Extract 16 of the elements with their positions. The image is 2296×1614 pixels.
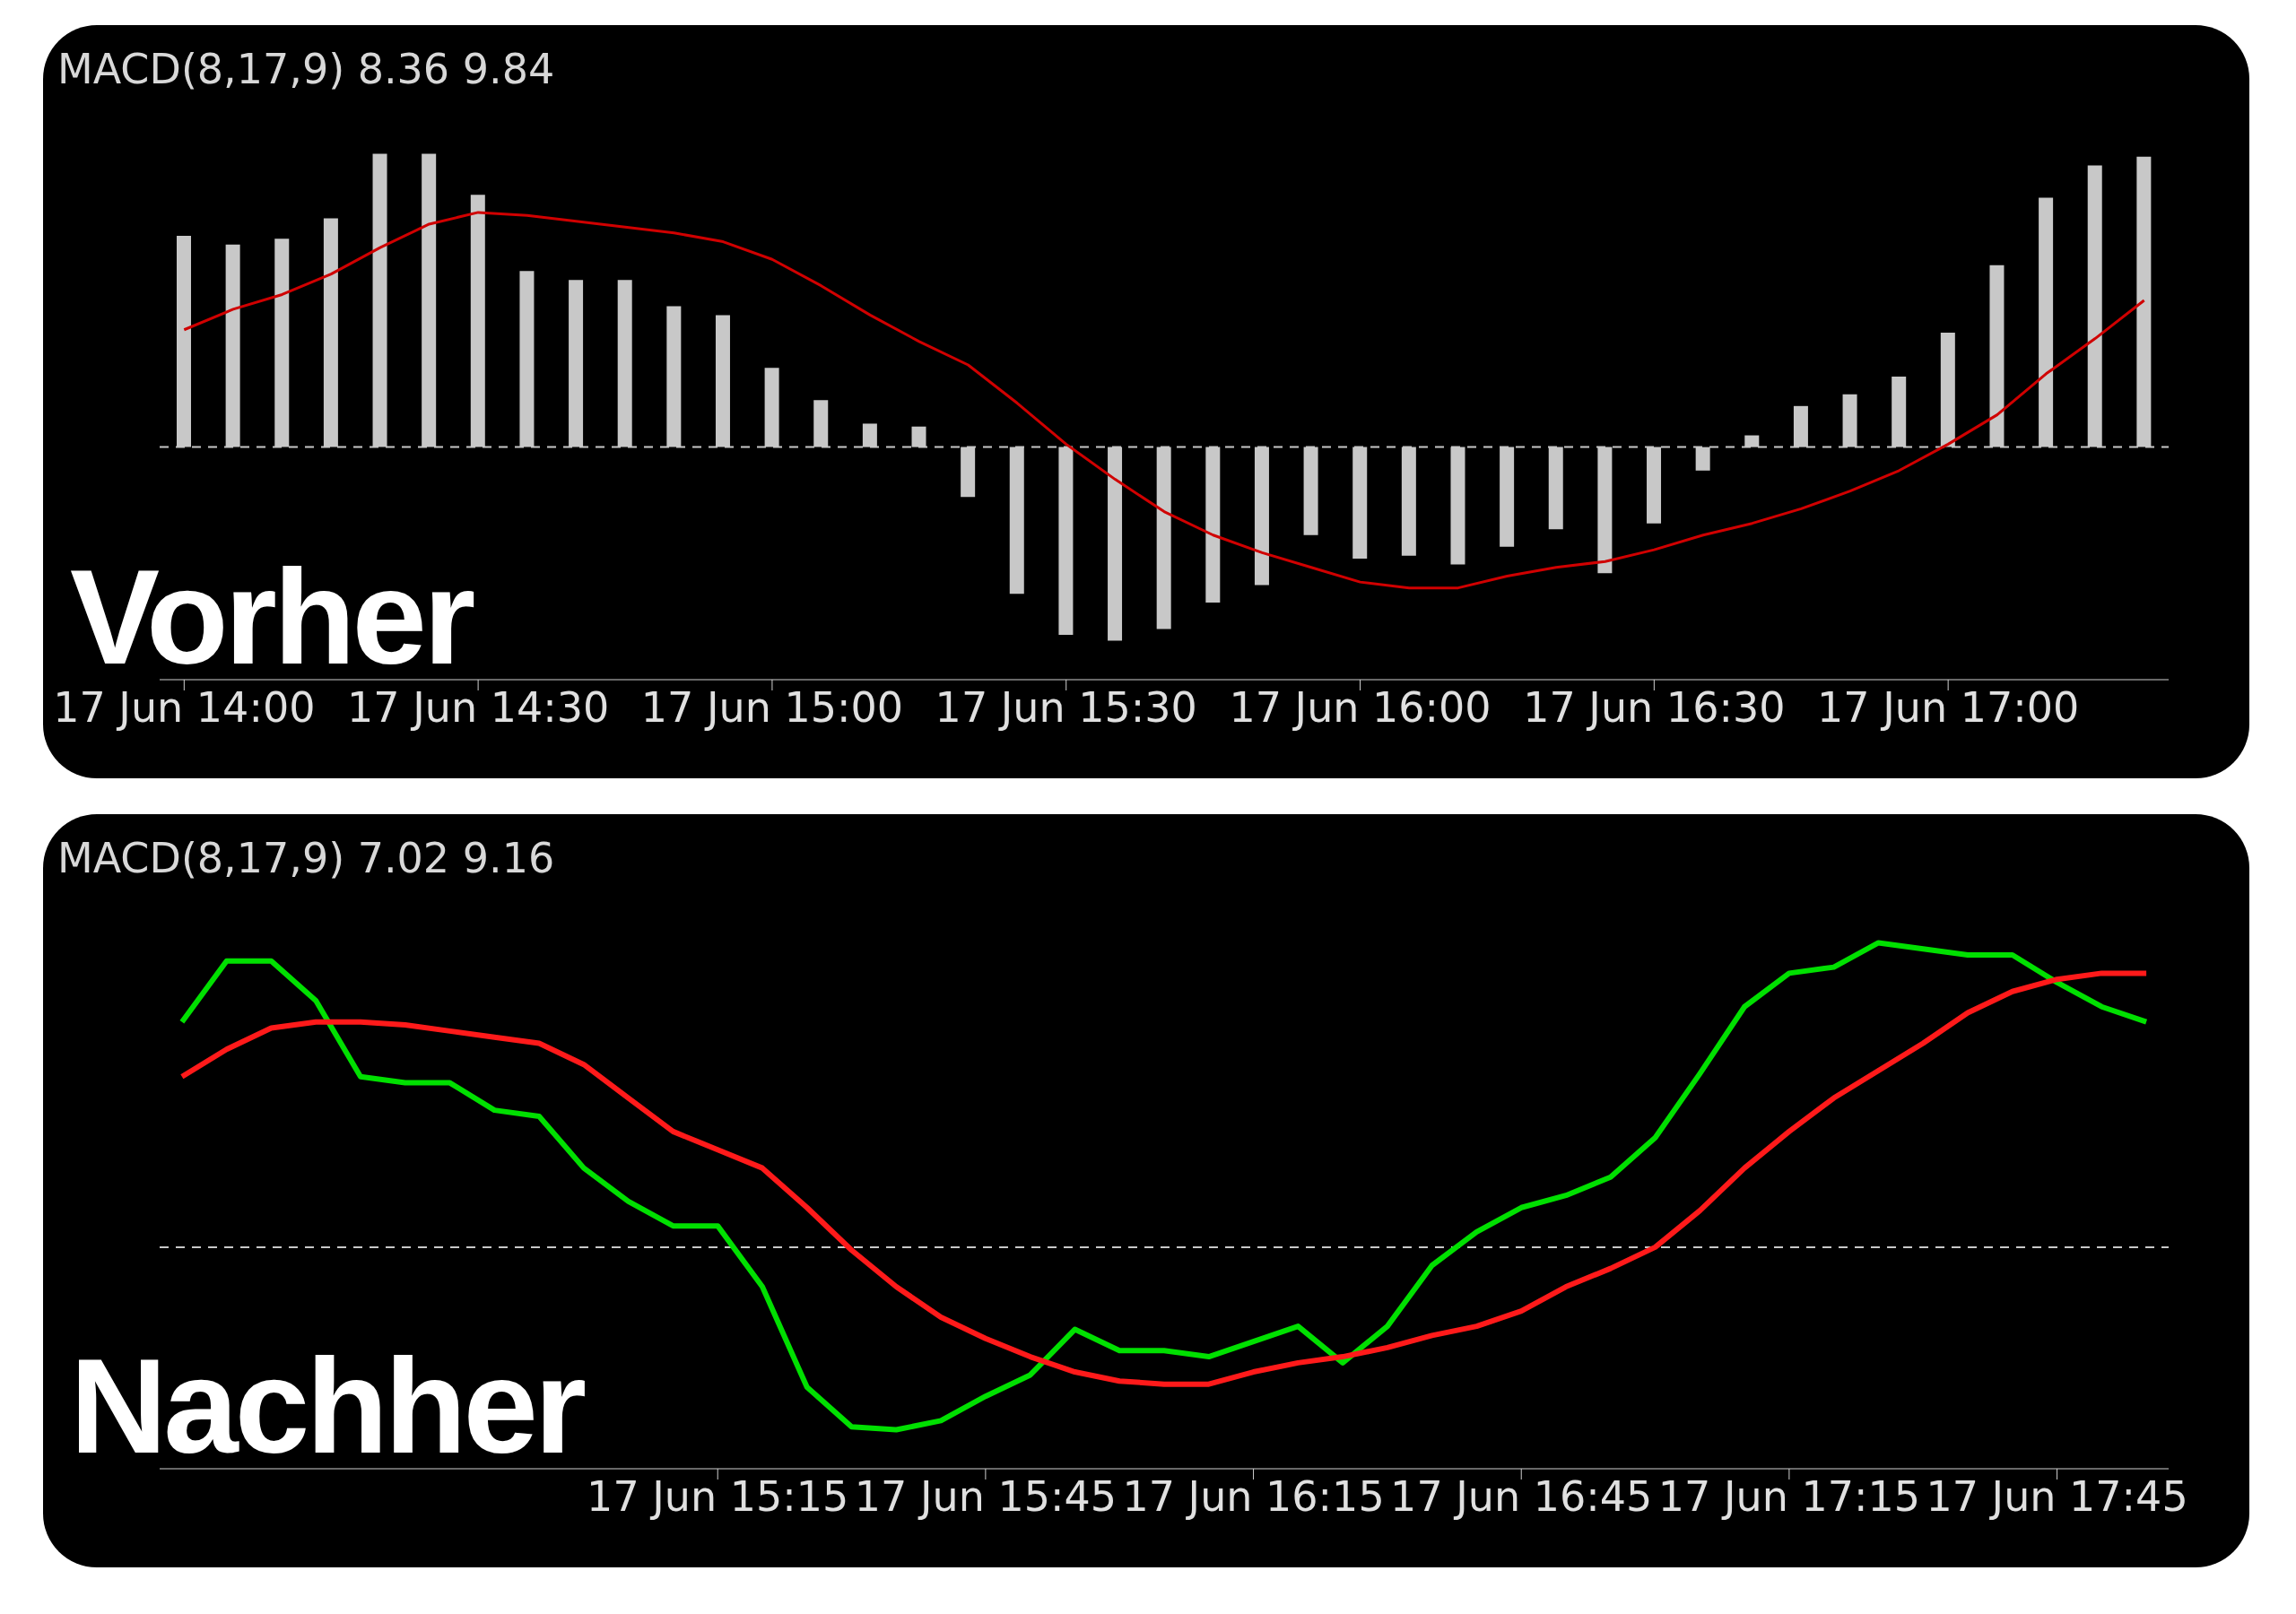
x-tick-label: 17 Jun 15:15 bbox=[587, 1471, 849, 1521]
annotation: Nachher bbox=[70, 1331, 584, 1481]
x-tick-label: 17 Jun 17:45 bbox=[1926, 1471, 2188, 1521]
x-tick-label: 17 Jun 17:00 bbox=[1817, 682, 2080, 732]
x-tick-label: 17 Jun 14:30 bbox=[347, 682, 610, 732]
x-tick-label: 17 Jun 14:00 bbox=[53, 682, 316, 732]
chart-title: MACD(8,17,9) 7.02 9.16 bbox=[57, 834, 555, 882]
chart-title: MACD(8,17,9) 8.36 9.84 bbox=[57, 45, 555, 93]
x-tick-label: 17 Jun 15:30 bbox=[935, 682, 1197, 732]
x-tick-label: 17 Jun 17:15 bbox=[1657, 1471, 1920, 1521]
x-tick-label: 17 Jun 15:00 bbox=[640, 682, 904, 732]
x-tick-label: 17 Jun 15:45 bbox=[854, 1471, 1117, 1521]
x-tick-label: 17 Jun 16:00 bbox=[1229, 682, 1492, 732]
x-tick-label: 17 Jun 16:30 bbox=[1523, 682, 1786, 732]
x-tick-label: 17 Jun 16:45 bbox=[1390, 1471, 1653, 1521]
x-tick-label: 17 Jun 16:15 bbox=[1122, 1471, 1385, 1521]
